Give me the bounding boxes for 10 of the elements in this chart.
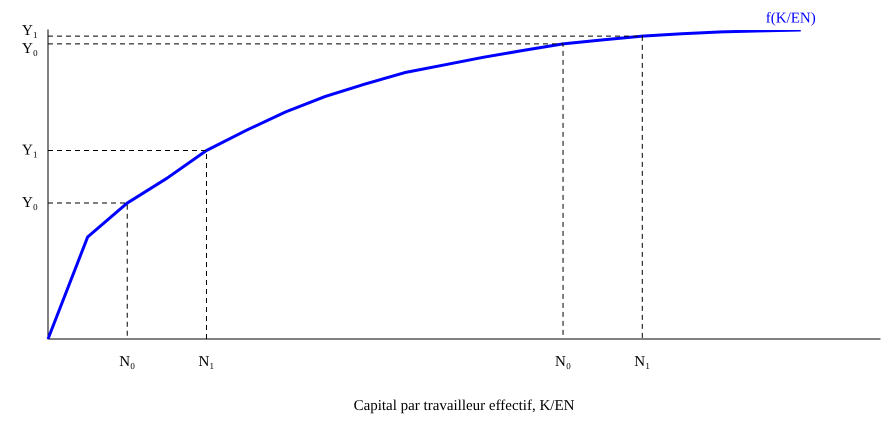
ref-line-label: Y₀ bbox=[22, 194, 38, 211]
series-label: f(K/EN) bbox=[766, 10, 816, 26]
x-tick-label: N₀ bbox=[555, 354, 572, 370]
x-tick-label: N₁ bbox=[198, 354, 215, 370]
x-axis-title: Capital par travailleur effectif, K/EN bbox=[354, 398, 575, 414]
x-tick-label: N₀ bbox=[119, 354, 136, 370]
ref-line-label: Y₀ bbox=[22, 40, 38, 57]
ref-line-label: Y₁ bbox=[22, 22, 38, 39]
x-tick-label: N₁ bbox=[634, 354, 650, 370]
ref-line-label: Y₁ bbox=[22, 142, 38, 158]
